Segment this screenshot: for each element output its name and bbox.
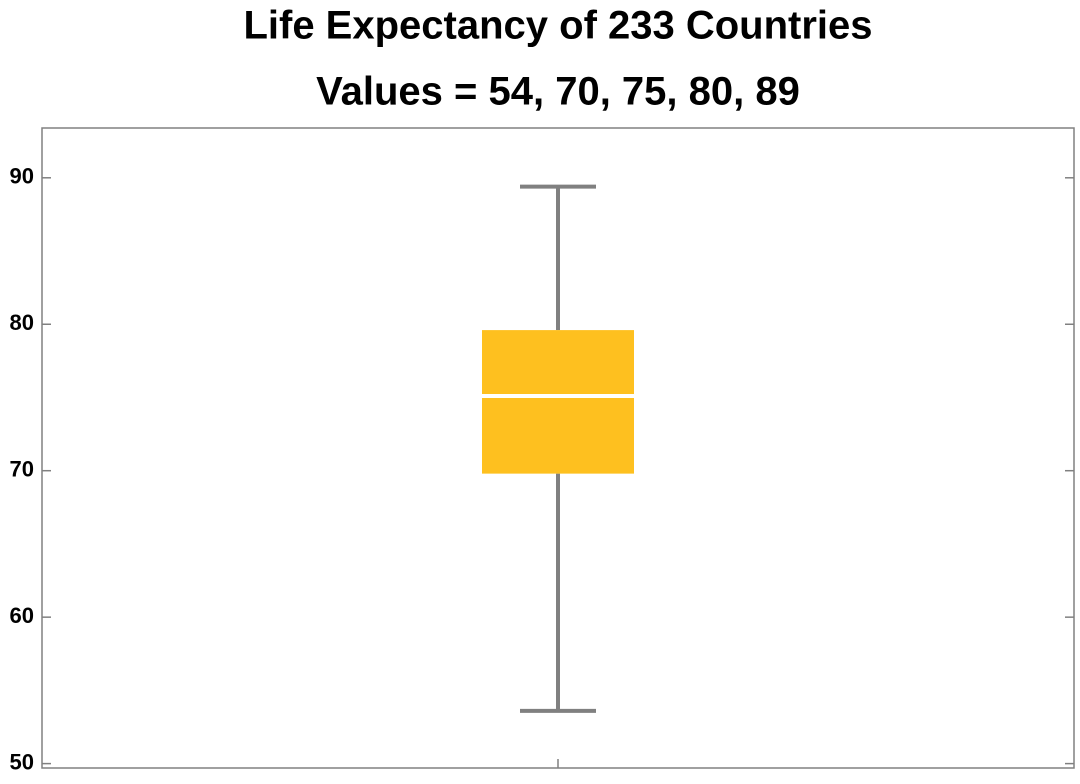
y-tick-label: 90 [10, 164, 34, 189]
chart-title: Life Expectancy of 233 Countries [243, 4, 872, 48]
y-tick-label: 80 [10, 310, 34, 335]
chart-subtitle: Values = 54, 70, 75, 80, 89 [316, 70, 800, 114]
box [482, 330, 634, 474]
y-tick-label: 60 [10, 603, 34, 628]
y-tick-label: 70 [10, 457, 34, 482]
y-tick-label: 50 [10, 749, 34, 774]
